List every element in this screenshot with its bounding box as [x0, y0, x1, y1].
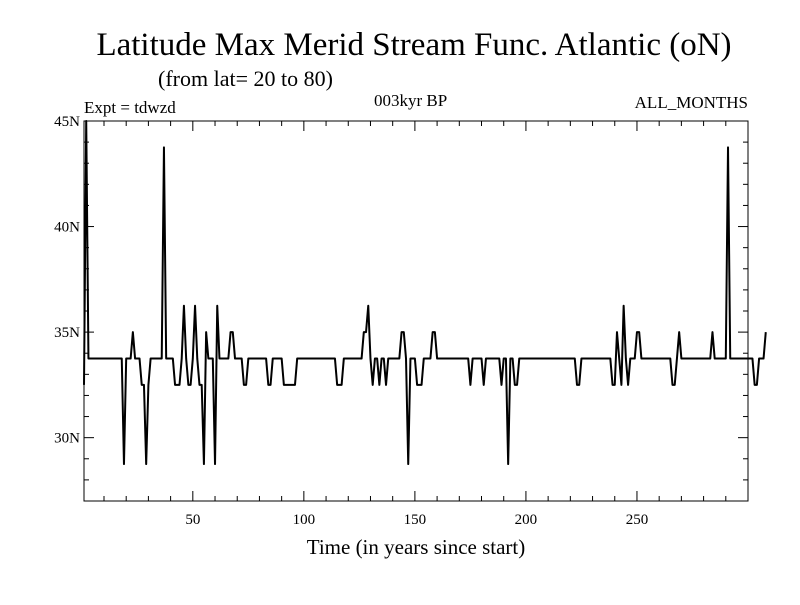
axis-ticks: 50 100 150 200 250 30N 35N 40N 45N — [54, 114, 748, 528]
period-label: 003kyr BP — [374, 91, 447, 110]
y-tick-label: 35N — [54, 325, 80, 341]
x-tick-label: 100 — [293, 512, 316, 528]
y-tick-label: 45N — [54, 114, 80, 130]
plot-frame — [83, 120, 749, 502]
plot-area — [83, 120, 767, 466]
x-tick-label: 150 — [404, 512, 427, 528]
chart-subtitle: (from lat= 20 to 80) — [158, 66, 333, 91]
expt-label: Expt = tdwzd — [84, 98, 176, 117]
x-tick-label: 50 — [185, 512, 200, 528]
y-tick-label: 40N — [54, 220, 80, 236]
x-axis-label: Time (in years since start) — [307, 535, 526, 559]
y-tick-label: 30N — [54, 431, 80, 447]
months-label: ALL_MONTHS — [635, 93, 748, 112]
x-tick-label: 250 — [626, 512, 649, 528]
chart-title: Latitude Max Merid Stream Func. Atlantic… — [96, 27, 731, 63]
series-line — [83, 120, 767, 466]
x-tick-label: 200 — [515, 512, 538, 528]
